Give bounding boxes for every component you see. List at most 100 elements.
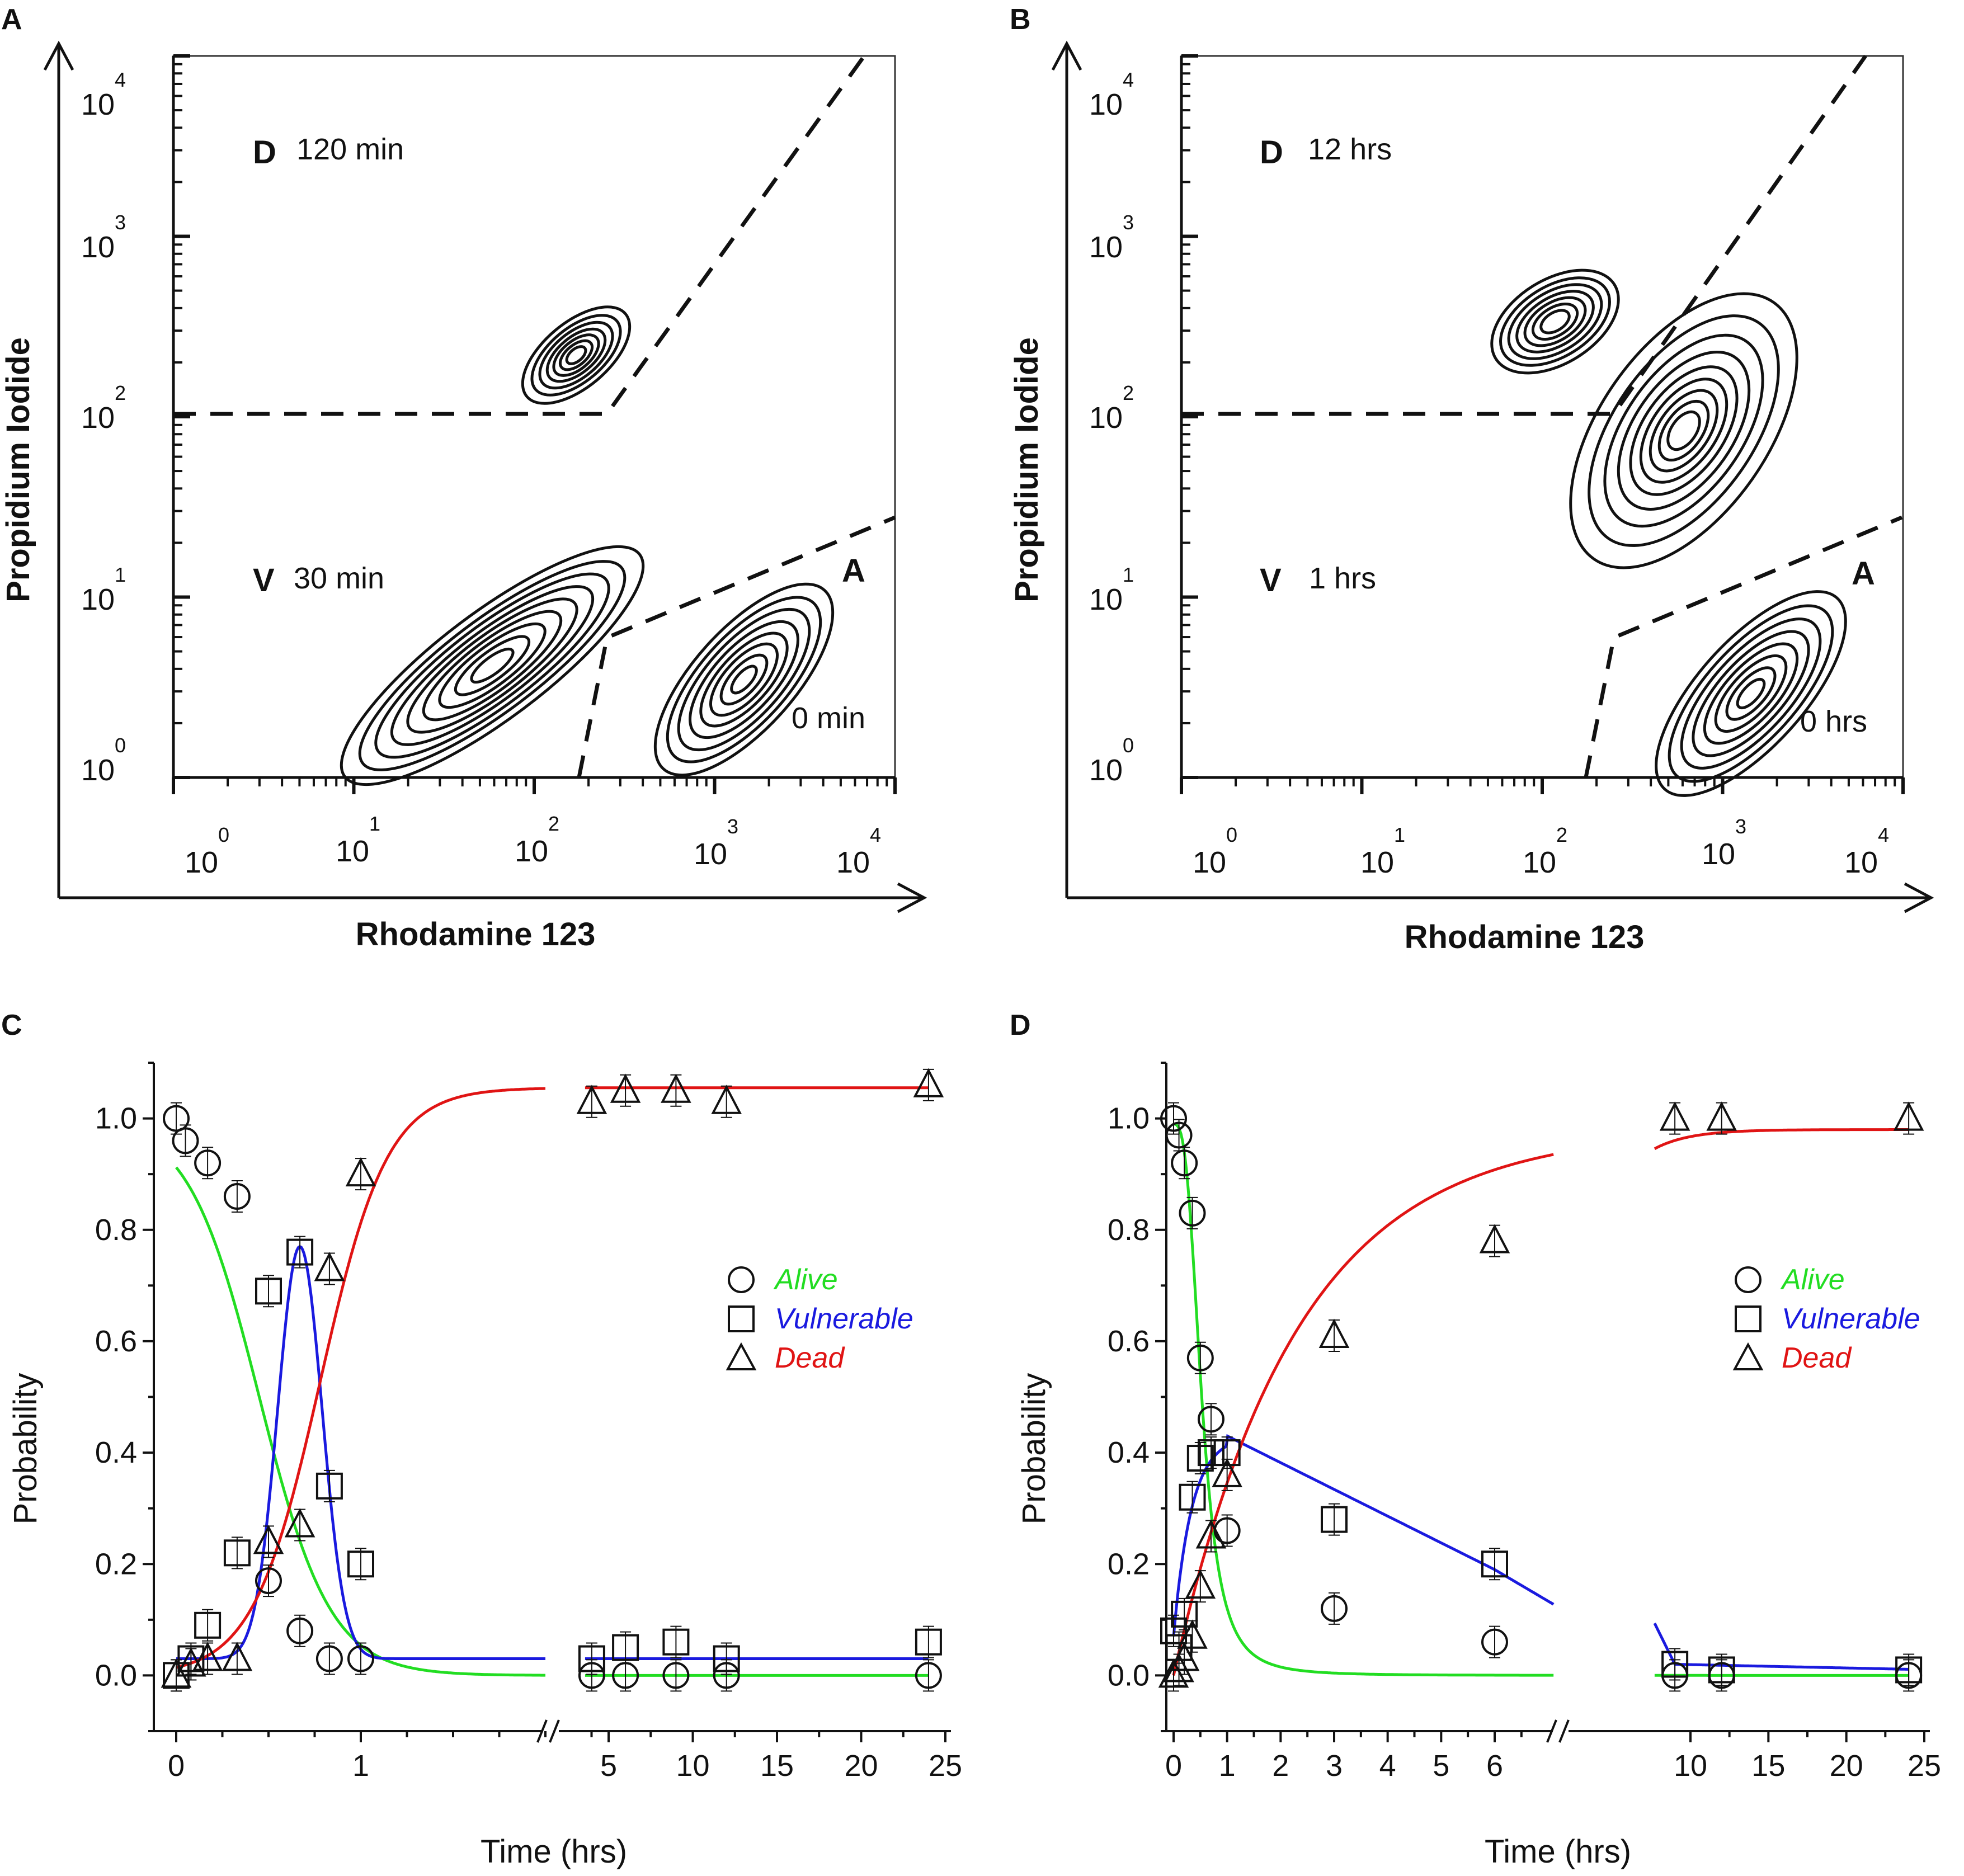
panel-a-gate-lines xyxy=(173,54,896,778)
marker-alive xyxy=(1165,1119,1193,1152)
panel-b-xtick-1-base: 10 xyxy=(1360,846,1394,879)
triangle-marker xyxy=(1185,1569,1216,1599)
marker-dead xyxy=(1177,1619,1208,1653)
triangle-marker xyxy=(1659,1101,1690,1131)
panel-b-contour-transition xyxy=(1569,292,1798,569)
panel-d-letter: D xyxy=(1010,1009,1031,1041)
panel-d-legend-alive: Alive xyxy=(1780,1264,1845,1296)
panel-d-legend: Alive Vulnerable Dead xyxy=(1780,1264,1920,1374)
x-tick-label: 5 xyxy=(1433,1749,1449,1783)
circle-marker xyxy=(662,1662,690,1689)
square-marker xyxy=(915,1628,942,1656)
square-marker xyxy=(315,1472,343,1500)
triangle-marker xyxy=(161,1658,192,1688)
panel-a-xtick-0-base: 10 xyxy=(185,846,218,879)
marker-vulnerable xyxy=(194,1609,222,1642)
square-marker xyxy=(1321,1506,1348,1533)
panel-a: A 100 101 102 103 104 100 101 102 103 10… xyxy=(0,3,927,953)
fit-curve-alive xyxy=(175,1166,545,1677)
marker-vulnerable xyxy=(1160,1614,1187,1647)
axis-break-mark xyxy=(1558,1719,1570,1743)
x-tick-label: 0 xyxy=(1165,1749,1182,1783)
circle-marker xyxy=(1171,1149,1198,1177)
circle-marker xyxy=(194,1149,222,1177)
panel-a-xtick-2-base: 10 xyxy=(515,835,548,868)
legend-circle-icon xyxy=(728,1266,755,1293)
circle-marker xyxy=(255,1567,282,1595)
fit-curve-dead xyxy=(1654,1128,1909,1151)
x-tick-label: 20 xyxy=(1830,1749,1863,1783)
fit-curve-vulnerable xyxy=(176,1245,545,1660)
panel-a-gate-a-time: 0 min xyxy=(792,701,865,735)
marker-vulnerable xyxy=(662,1625,690,1658)
circle-marker xyxy=(286,1617,314,1644)
panel-a-xtick-0-exp: 0 xyxy=(218,823,229,846)
axis-break-mark xyxy=(549,1719,560,1743)
x-tick-label: 15 xyxy=(760,1749,794,1783)
square-marker xyxy=(1481,1550,1508,1578)
marker-dead xyxy=(1185,1569,1216,1603)
marker-dead xyxy=(1659,1101,1690,1135)
circle-marker xyxy=(1481,1628,1508,1656)
panel-a-gate-dead xyxy=(173,54,866,416)
x-tick-label: 25 xyxy=(1908,1749,1941,1783)
panel-a-xtick-3-base: 10 xyxy=(694,837,727,871)
panel-b-gate-d-letter: D xyxy=(1260,134,1283,171)
panel-c-ylabel: Probability xyxy=(7,1373,44,1525)
panel-b-xtick-4-base: 10 xyxy=(1844,846,1878,879)
square-marker xyxy=(1171,1600,1198,1628)
marker-dead xyxy=(1479,1224,1510,1257)
marker-alive xyxy=(286,1614,314,1647)
marker-vulnerable xyxy=(578,1642,605,1675)
panel-a-xtick-4-base: 10 xyxy=(836,846,870,879)
marker-vulnerable xyxy=(1197,1436,1224,1469)
panel-a-gate-v-time: 30 min xyxy=(294,562,384,595)
panel-a-xtick-1-exp: 1 xyxy=(369,812,380,835)
panel-b-ytick-0-base: 10 xyxy=(1089,753,1123,787)
y-tick-label: 0.4 xyxy=(1108,1436,1150,1469)
panel-b-ytick-4-base: 10 xyxy=(1089,88,1123,121)
marker-dead xyxy=(314,1252,345,1285)
triangle-marker xyxy=(314,1252,345,1281)
marker-dead xyxy=(345,1157,376,1191)
panel-c-letter: C xyxy=(1,1009,22,1041)
marker-alive xyxy=(255,1564,282,1597)
marker-alive xyxy=(315,1642,343,1675)
marker-vulnerable xyxy=(612,1631,639,1664)
panel-b-xtick-0-exp: 0 xyxy=(1226,823,1237,846)
marker-alive xyxy=(1213,1514,1241,1547)
y-tick-label: 0.0 xyxy=(95,1658,137,1692)
panel-c-xlabel: Time (hrs) xyxy=(481,1833,627,1870)
x-tick-label: 10 xyxy=(1674,1749,1707,1783)
marker-dead xyxy=(1706,1101,1737,1135)
panel-a-gate-v-letter: V xyxy=(253,562,275,598)
circle-marker xyxy=(1179,1199,1206,1227)
marker-alive xyxy=(347,1642,374,1675)
marker-alive xyxy=(1160,1102,1187,1135)
panel-c-legend-alive: Alive xyxy=(773,1264,838,1296)
panel-b-ytick-4-exp: 4 xyxy=(1123,68,1134,91)
marker-vulnerable xyxy=(255,1275,282,1308)
y-tick-label: 0.2 xyxy=(95,1547,137,1581)
square-marker xyxy=(1160,1617,1187,1644)
marker-dead xyxy=(610,1073,641,1107)
panel-a-ytick-4-exp: 4 xyxy=(115,68,126,91)
legend-circle-icon xyxy=(1735,1266,1762,1293)
panel-b-contour-dead xyxy=(1490,268,1620,375)
square-marker xyxy=(347,1550,374,1578)
panel-b-ytick-3-base: 10 xyxy=(1089,230,1123,264)
panel-b-ytick-1-exp: 1 xyxy=(1123,563,1134,586)
marker-vulnerable xyxy=(1481,1548,1508,1581)
panel-b-gate-a-letter: A xyxy=(1852,555,1875,592)
square-marker xyxy=(1197,1439,1224,1467)
panel-a-xtick-1-base: 10 xyxy=(336,835,369,868)
marker-vulnerable xyxy=(1708,1653,1735,1686)
panel-b-gate-d-time: 12 hrs xyxy=(1308,133,1392,166)
panel-b-gate-a-time: 0 hrs xyxy=(1800,705,1867,738)
x-tick-label: 10 xyxy=(676,1749,709,1783)
panel-a-xtick-3-exp: 3 xyxy=(727,815,738,838)
marker-alive xyxy=(915,1659,942,1692)
triangle-marker xyxy=(610,1073,641,1103)
panel-a-y-arrow xyxy=(43,40,74,71)
